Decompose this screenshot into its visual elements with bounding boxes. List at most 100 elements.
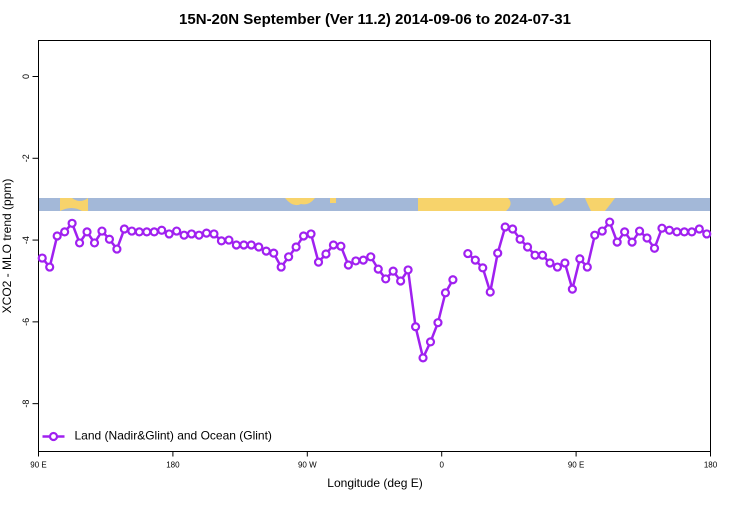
data-point xyxy=(74,238,85,248)
y-tick-label: 0 xyxy=(21,74,31,79)
data-point xyxy=(410,322,421,332)
data-point xyxy=(284,252,294,262)
data-point xyxy=(493,248,503,258)
data-point xyxy=(239,240,249,250)
data-point xyxy=(172,226,182,236)
data-point xyxy=(687,227,697,237)
data-point xyxy=(164,229,174,239)
data-point xyxy=(328,240,339,250)
data-point xyxy=(664,225,675,235)
data-point xyxy=(224,235,234,245)
data-point xyxy=(134,227,144,237)
data-point xyxy=(575,254,585,264)
data-point xyxy=(440,288,451,298)
data-point xyxy=(97,226,107,236)
data-point xyxy=(560,258,570,268)
data-point xyxy=(396,276,406,286)
data-point xyxy=(642,233,652,243)
data-point xyxy=(649,243,660,253)
data-point xyxy=(657,223,667,233)
data-point xyxy=(261,246,271,256)
data-point xyxy=(522,242,533,252)
data-point xyxy=(89,238,100,248)
data-point xyxy=(403,265,413,275)
x-tick-label: 180 xyxy=(166,461,180,470)
x-tick-label: 90 E xyxy=(30,461,46,470)
data-point xyxy=(246,240,256,250)
x-tick-label: 90 E xyxy=(568,461,584,470)
data-point xyxy=(620,227,630,237)
data-point xyxy=(515,234,525,244)
data-point xyxy=(366,252,376,262)
data-point xyxy=(381,274,391,284)
data-point xyxy=(37,253,47,263)
data-point xyxy=(82,227,92,237)
data-point xyxy=(67,218,77,228)
data-point xyxy=(306,229,316,239)
y-tick-label: -6 xyxy=(21,318,31,326)
data-point xyxy=(104,234,115,244)
data-point xyxy=(612,237,622,247)
data-point xyxy=(216,236,227,246)
data-point xyxy=(209,229,219,239)
y-tick-label: -4 xyxy=(21,236,31,244)
data-point xyxy=(179,230,189,240)
data-point xyxy=(448,275,458,285)
data-point xyxy=(276,262,286,272)
data-point xyxy=(702,229,712,239)
data-point xyxy=(508,224,518,234)
data-point xyxy=(530,250,540,260)
data-point xyxy=(52,231,62,241)
data-point xyxy=(537,250,548,260)
data-point xyxy=(634,226,645,236)
data-point xyxy=(605,217,615,227)
x-tick-label: 180 xyxy=(704,461,718,470)
x-axis-title: Longitude (deg E) xyxy=(327,476,422,490)
data-point xyxy=(358,255,368,265)
data-point xyxy=(694,224,704,234)
data-point xyxy=(545,258,555,268)
data-point xyxy=(149,227,159,237)
data-point xyxy=(269,248,279,258)
data-point xyxy=(470,255,480,265)
data-point xyxy=(478,263,488,273)
data-point xyxy=(672,227,682,237)
data-point xyxy=(291,242,301,252)
data-point xyxy=(45,262,55,272)
data-point xyxy=(201,228,212,238)
land-ocean-strip xyxy=(38,198,711,211)
data-point xyxy=(590,230,600,240)
x-tick-label: 90 W xyxy=(298,461,317,470)
data-point xyxy=(388,266,398,276)
data-point xyxy=(433,318,443,328)
data-point xyxy=(194,230,204,240)
data-point xyxy=(351,256,361,266)
x-tick-label: 0 xyxy=(439,461,444,470)
data-point xyxy=(552,262,563,272)
data-point xyxy=(142,227,152,237)
y-tick-label: -2 xyxy=(21,154,31,162)
data-point xyxy=(254,242,264,252)
data-point xyxy=(60,227,70,237)
data-point xyxy=(485,287,495,297)
data-point xyxy=(418,353,428,363)
data-point xyxy=(373,264,383,274)
data-point xyxy=(127,226,137,236)
y-axis-title: XCO2 - MLO trend (ppm) xyxy=(0,179,14,314)
data-point xyxy=(112,244,122,254)
data-point xyxy=(343,260,353,270)
data-point xyxy=(679,227,689,237)
data-point xyxy=(582,262,592,272)
legend-label: Land (Nadir&Glint) and Ocean (Glint) xyxy=(75,429,272,443)
data-point xyxy=(313,257,324,267)
y-tick-label: -8 xyxy=(21,400,31,408)
data-point xyxy=(500,222,510,232)
data-point xyxy=(627,237,637,247)
data-point xyxy=(567,284,577,294)
data-point xyxy=(463,248,473,259)
data-point xyxy=(231,240,241,250)
data-point xyxy=(157,225,167,235)
data-point xyxy=(119,224,129,234)
data-point xyxy=(186,229,197,239)
